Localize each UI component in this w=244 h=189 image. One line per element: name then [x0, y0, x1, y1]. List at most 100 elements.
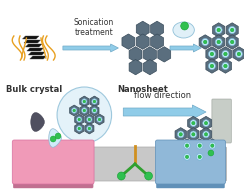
Polygon shape [90, 105, 99, 116]
FancyArrow shape [170, 44, 201, 52]
Polygon shape [136, 21, 149, 36]
Polygon shape [25, 44, 42, 47]
Polygon shape [206, 47, 218, 61]
Circle shape [217, 28, 220, 32]
Polygon shape [143, 47, 156, 62]
Circle shape [235, 50, 243, 58]
Circle shape [185, 144, 189, 147]
Circle shape [224, 52, 227, 56]
Polygon shape [181, 139, 193, 152]
Circle shape [92, 99, 97, 104]
Text: Nanosheet: Nanosheet [117, 85, 168, 94]
Circle shape [210, 52, 214, 56]
Circle shape [215, 26, 222, 34]
FancyBboxPatch shape [54, 147, 226, 181]
Circle shape [93, 100, 96, 103]
FancyArrow shape [123, 105, 206, 119]
Circle shape [209, 142, 216, 149]
Circle shape [208, 62, 215, 70]
Circle shape [202, 38, 209, 46]
Polygon shape [207, 139, 218, 152]
Polygon shape [199, 35, 211, 49]
FancyBboxPatch shape [155, 140, 225, 184]
Text: flow direction: flow direction [134, 91, 191, 100]
Polygon shape [27, 48, 43, 51]
Circle shape [77, 117, 82, 122]
Polygon shape [181, 150, 193, 164]
Circle shape [198, 155, 201, 159]
Circle shape [82, 108, 87, 113]
Polygon shape [194, 150, 205, 164]
Polygon shape [151, 34, 163, 49]
Circle shape [210, 64, 214, 68]
Circle shape [203, 40, 207, 44]
Circle shape [98, 118, 101, 121]
Circle shape [222, 62, 229, 70]
Circle shape [190, 120, 197, 126]
Polygon shape [85, 123, 94, 134]
Circle shape [97, 117, 102, 122]
Polygon shape [129, 60, 142, 75]
Text: Bulk crystal: Bulk crystal [6, 85, 62, 94]
Polygon shape [219, 47, 232, 61]
Circle shape [208, 150, 214, 156]
Circle shape [117, 172, 125, 180]
Polygon shape [226, 35, 238, 49]
Circle shape [184, 142, 190, 149]
Polygon shape [31, 113, 44, 131]
Polygon shape [28, 52, 45, 55]
Polygon shape [129, 47, 142, 62]
Circle shape [78, 118, 81, 121]
Circle shape [77, 126, 82, 131]
Circle shape [222, 50, 229, 58]
Circle shape [50, 136, 56, 142]
Circle shape [230, 28, 234, 32]
Polygon shape [206, 59, 218, 73]
Circle shape [229, 38, 236, 46]
Circle shape [229, 26, 236, 34]
Circle shape [87, 117, 92, 122]
Polygon shape [22, 36, 39, 39]
Circle shape [184, 153, 190, 160]
Polygon shape [175, 128, 186, 141]
Polygon shape [226, 23, 238, 37]
Polygon shape [194, 139, 205, 152]
FancyArrow shape [63, 44, 118, 52]
Circle shape [92, 108, 97, 113]
Circle shape [196, 142, 203, 149]
Polygon shape [200, 116, 212, 130]
Circle shape [192, 133, 195, 136]
Circle shape [208, 50, 215, 58]
Polygon shape [233, 47, 244, 61]
Polygon shape [200, 128, 212, 141]
Polygon shape [80, 96, 89, 107]
Polygon shape [136, 34, 149, 49]
Polygon shape [213, 35, 225, 49]
Polygon shape [80, 105, 89, 116]
Polygon shape [49, 129, 61, 147]
Polygon shape [219, 59, 232, 73]
Circle shape [196, 153, 203, 160]
Circle shape [211, 144, 214, 147]
Polygon shape [75, 114, 84, 125]
Polygon shape [30, 56, 46, 59]
Circle shape [217, 40, 220, 44]
Polygon shape [70, 105, 79, 116]
Circle shape [179, 133, 182, 136]
Circle shape [177, 131, 184, 138]
Circle shape [203, 120, 209, 126]
Circle shape [224, 64, 227, 68]
Circle shape [78, 127, 81, 130]
Circle shape [230, 40, 234, 44]
Circle shape [237, 52, 241, 56]
Circle shape [190, 131, 197, 138]
Circle shape [83, 100, 86, 103]
Circle shape [73, 109, 75, 112]
Circle shape [203, 131, 209, 138]
Polygon shape [90, 96, 99, 107]
FancyBboxPatch shape [212, 99, 231, 143]
Text: Sonication
treatment: Sonication treatment [74, 18, 114, 37]
Polygon shape [188, 128, 199, 141]
Circle shape [145, 172, 152, 180]
Polygon shape [85, 114, 94, 125]
